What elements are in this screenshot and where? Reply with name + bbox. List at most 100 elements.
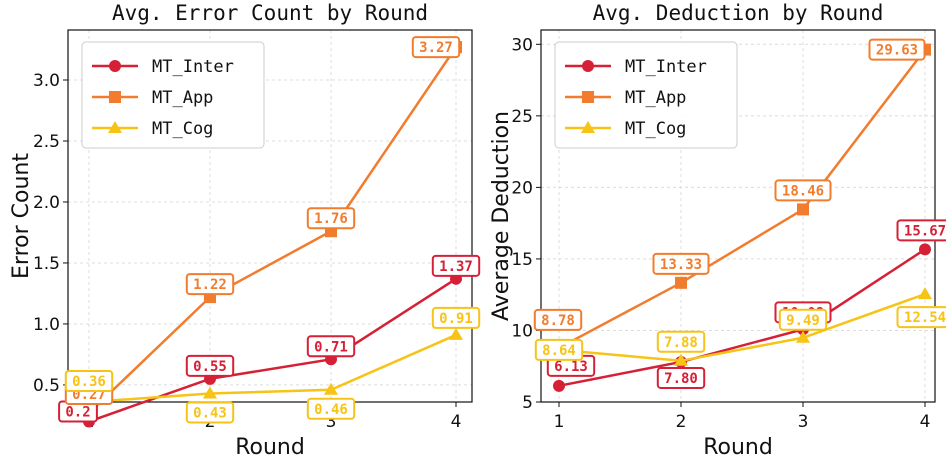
data-point (553, 379, 565, 392)
plot-frame (67, 29, 473, 403)
data-label-text: 29.63 (876, 43, 918, 59)
y-tick-label: 2.5 (33, 132, 60, 152)
y-tick-label: 2.0 (33, 193, 60, 213)
series-line (88, 277, 457, 423)
data-point (203, 386, 217, 399)
series-line (88, 333, 457, 404)
y-tick-label: 20 (511, 178, 533, 198)
data-label-text: 18.46 (782, 183, 824, 199)
data-label-box (431, 306, 481, 329)
series-line (558, 48, 926, 350)
data-label-box (185, 273, 235, 296)
data-label-text: 0.46 (314, 402, 348, 418)
data-label-text: 0.43 (193, 405, 227, 421)
y-tick-label: 1.0 (33, 315, 60, 335)
series-mt-inter (553, 243, 931, 392)
legend-label: MT_Cog (152, 119, 213, 139)
chart-title: Avg. Deduction by Round (593, 1, 884, 25)
data-label: 18.46 (774, 179, 832, 202)
legend-frame (81, 41, 265, 149)
legend-marker (109, 60, 121, 72)
data-point (324, 382, 338, 395)
data-label-text: 7.88 (664, 335, 698, 351)
data-label: 8.64 (534, 338, 584, 361)
x-tick-label: 1 (554, 412, 565, 432)
data-label: 1.22 (185, 273, 235, 296)
legend-marker (109, 91, 121, 103)
data-label-text: 9.49 (786, 313, 820, 329)
plot-frame (540, 29, 936, 403)
data-label-text: 1.37 (439, 259, 473, 275)
y-tick-label: 5 (522, 393, 533, 413)
data-label-box (656, 330, 706, 353)
data-label: 1.37 (431, 254, 481, 277)
x-axis-label: Round (703, 435, 773, 458)
data-label: 0.36 (64, 370, 114, 392)
data-label-box (656, 366, 706, 389)
legend-label: MT_Cog (625, 119, 686, 139)
x-tick-label: 2 (676, 412, 687, 432)
chart-title: Avg. Error Count by Round (112, 1, 428, 25)
data-label: 13.33 (652, 252, 710, 275)
y-tick-label: 0.5 (33, 376, 60, 396)
data-point (918, 287, 932, 300)
y-tick-label: 10 (511, 321, 533, 341)
series-mt-cog (82, 327, 463, 407)
data-label-box (778, 308, 828, 331)
y-tick-label: 25 (511, 107, 533, 127)
legend-marker (581, 121, 595, 133)
data-label: 8.78 (533, 308, 583, 331)
data-label: 29.63 (868, 38, 926, 61)
legend-label: MT_Inter (152, 57, 234, 77)
data-label: 0.71 (306, 335, 356, 358)
data-label-box (431, 254, 481, 277)
data-label: 0.91 (431, 306, 481, 329)
data-label: 0.43 (185, 401, 235, 424)
x-axis-label: Round (235, 435, 305, 458)
data-label-box (185, 401, 235, 424)
data-label-text: 13.33 (660, 257, 702, 273)
data-point (797, 203, 809, 216)
data-label-box (774, 179, 832, 202)
series-mt-cog (552, 287, 932, 366)
y-tick-label: 15 (511, 250, 533, 270)
data-label: 0.2 (58, 400, 98, 423)
data-label-box (64, 370, 114, 392)
series-line (558, 248, 926, 388)
y-tick-label: 30 (511, 35, 533, 55)
y-axis-label: Error Count (9, 153, 34, 279)
series-line (88, 46, 458, 414)
data-label-box (533, 308, 583, 331)
data-label-text: 1.76 (314, 211, 348, 227)
data-label-box (896, 219, 946, 242)
series-line (558, 292, 926, 363)
data-label-text: 0.91 (439, 311, 473, 327)
data-label-box (306, 335, 356, 358)
data-label: 12.54 (896, 306, 946, 329)
x-tick-label: 3 (798, 412, 809, 432)
data-point (449, 327, 463, 340)
data-point (796, 330, 810, 343)
y-axis-label: Average Deduction (489, 111, 514, 321)
data-label-box (652, 252, 710, 275)
legend-marker (582, 91, 594, 103)
data-label-text: 12.54 (904, 310, 946, 326)
legend: MT_Inter MT_App MT_Cog (554, 41, 738, 149)
data-label-text: 8.78 (541, 313, 575, 329)
x-tick-label: 4 (451, 412, 462, 432)
data-label: 0.46 (306, 397, 356, 420)
x-tick-label: 4 (920, 412, 931, 432)
legend-frame (554, 41, 738, 149)
data-point (919, 243, 931, 256)
data-label-box (185, 354, 235, 377)
legend-label: MT_App (625, 88, 686, 108)
data-point (675, 276, 687, 289)
data-label-text: 0.2 (65, 405, 90, 421)
data-label-text: 0.36 (72, 374, 106, 390)
data-label-text: 0.55 (193, 359, 227, 375)
data-label-text: 15.67 (904, 223, 946, 239)
data-label: 15.67 (896, 219, 946, 242)
legend-label: MT_Inter (625, 57, 707, 77)
data-label-text: 1.22 (193, 277, 227, 293)
